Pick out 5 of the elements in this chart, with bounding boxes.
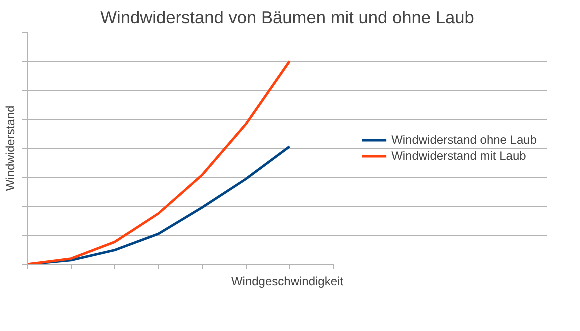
y-axis-title: Windwiderstand [4,106,18,192]
legend-label: Windwiderstand ohne Laub [392,133,537,147]
chart-title: Windwiderstand von Bäumen mit und ohne Laub [100,8,474,28]
legend-label: Windwiderstand mit Laub [392,149,526,163]
x-axis-title: Windgeschwindigkeit [231,274,344,288]
